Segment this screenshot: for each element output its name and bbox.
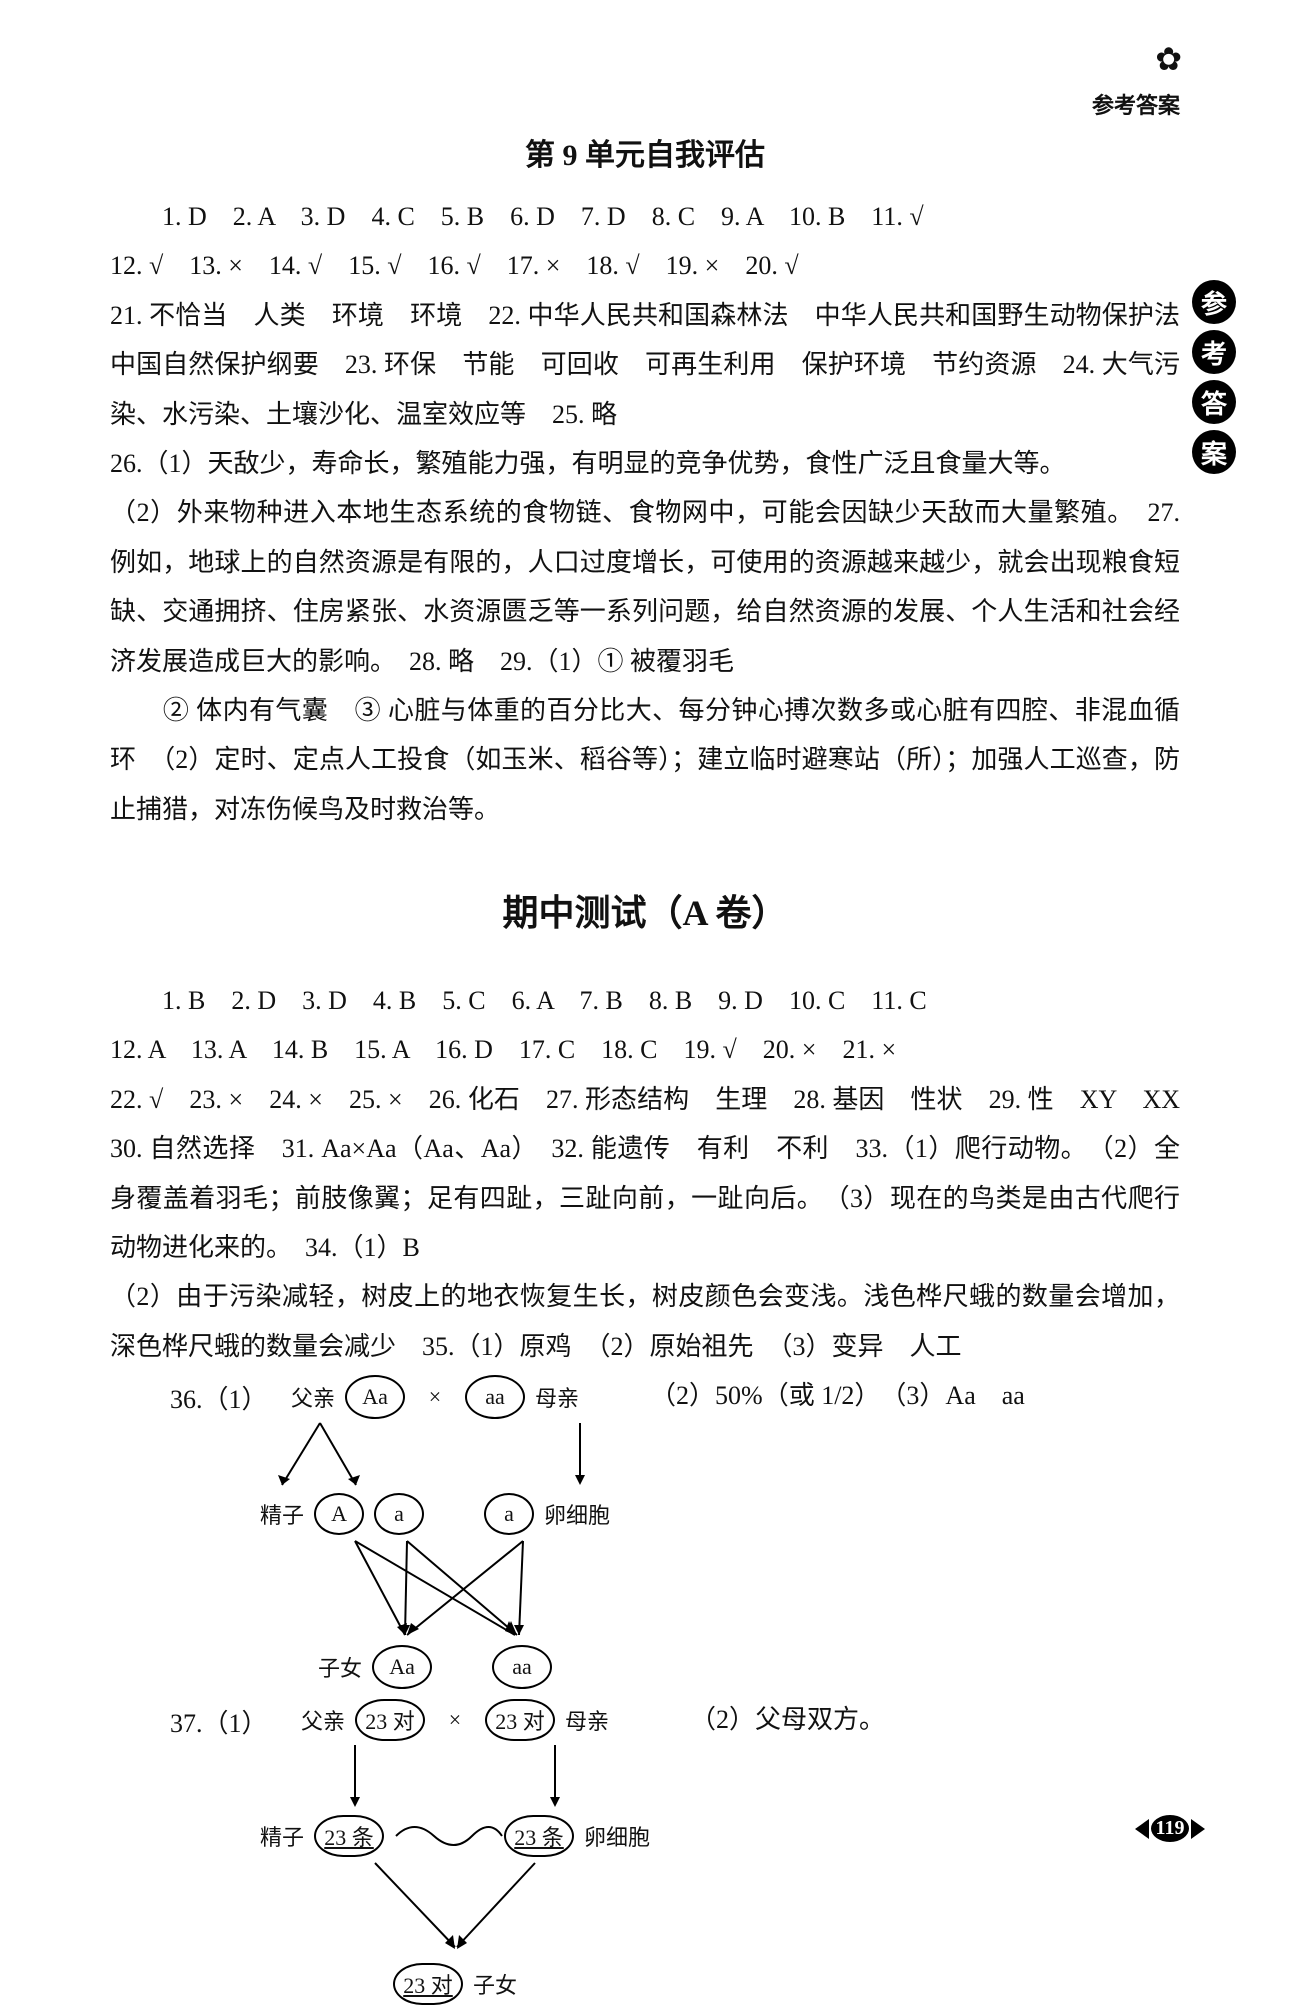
q36-child-aa: aa: [492, 1645, 552, 1689]
section1-body: 1. D 2. A 3. D 4. C 5. B 6. D 7. D 8. C …: [110, 192, 1180, 834]
s1-line: 1. D 2. A 3. D 4. C 5. B 6. D 7. D 8. C …: [110, 192, 1180, 241]
q36-diagram: 36.（1） 父亲 Aa × aa 母亲 精子: [170, 1375, 1180, 1689]
q36-fork-left: [260, 1419, 380, 1489]
side-tab-char: 答: [1192, 380, 1236, 424]
q36-child-label: 子女: [318, 1651, 362, 1683]
q37-arrow-l: [325, 1741, 385, 1815]
q37-egg-node: 23 条: [504, 1815, 574, 1857]
header-ornament: ✿: [1155, 40, 1182, 78]
q37-cross: ×: [435, 1707, 475, 1733]
header-label: 参考答案: [1092, 88, 1180, 120]
q36-sperm-a: a: [374, 1493, 424, 1535]
side-tab: 参 考 答 案: [1188, 280, 1240, 474]
q37-mother-label: 母亲: [565, 1704, 609, 1736]
section2-title: 期中测试（A 卷）: [110, 884, 1180, 936]
q37-mother-node: 23 对: [485, 1699, 555, 1741]
q36-side-answers: （2）50%（或 1/2） （3）Aa aa: [650, 1375, 1025, 1412]
s1-line: 26.（1）天敌少，寿命长，繁殖能力强，有明显的竞争优势，食性广泛且食量大等。: [110, 439, 1180, 488]
q36-mother-node: aa: [465, 1375, 525, 1419]
q36-father-label: 父亲: [291, 1381, 335, 1413]
s1-line: （2）外来物种进入本地生态系统的食物链、食物网中，可能会因缺少天敌而大量繁殖。 …: [110, 488, 1180, 686]
q36-egg-label: 卵细胞: [544, 1498, 610, 1530]
section2-body: 1. B 2. D 3. D 4. B 5. C 6. A 7. B 8. B …: [110, 976, 1180, 1371]
q37-sperm-node: 23 条: [314, 1815, 384, 1857]
q36-prefix: 36.（1）: [170, 1375, 260, 1424]
q37-diagram: 37.（1） 父亲 23 对 × 23 对 母亲 精子 23 条 23 条 卵: [170, 1699, 1180, 2005]
q37-child-node: 23 对: [393, 1963, 463, 2005]
q36-mother-label: 母亲: [535, 1381, 579, 1413]
s2-line: 1. B 2. D 3. D 4. B 5. C 6. A 7. B 8. B …: [110, 976, 1180, 1025]
q36-cross: ×: [415, 1384, 455, 1410]
q36-egg-a: a: [484, 1493, 534, 1535]
s2-line: （2）由于污染减轻，树皮上的地衣恢复生长，树皮颜色会变浅。浅色桦尺蛾的数量会增加…: [110, 1272, 1180, 1371]
section1-title: 第 9 单元自我评估: [110, 130, 1180, 174]
q37-father-label: 父亲: [301, 1704, 345, 1736]
q36-child-Aa: Aa: [372, 1645, 432, 1689]
q37-side-answers: （2）父母双方。: [690, 1699, 885, 1736]
s1-line: ② 体内有气囊 ③ 心脏与体重的百分比大、每分钟心搏次数多或心脏有四腔、非混血循…: [110, 686, 1180, 834]
q37-father-node: 23 对: [355, 1699, 425, 1741]
q37-wave: [394, 1816, 494, 1856]
q37-prefix: 37.（1）: [170, 1699, 260, 1748]
page-number: 119: [1135, 1815, 1205, 1842]
q36-cross-lines: [295, 1535, 575, 1645]
s2-line: 12. A 13. A 14. B 15. A 16. D 17. C 18. …: [110, 1025, 1180, 1074]
s1-line: 12. √ 13. × 14. √ 15. √ 16. √ 17. × 18. …: [110, 241, 1180, 290]
q37-egg-label: 卵细胞: [584, 1820, 650, 1852]
side-tab-char: 案: [1192, 430, 1236, 474]
q36-arrow-right: [550, 1419, 610, 1489]
q36-sperm-A: A: [314, 1493, 364, 1535]
side-tab-char: 参: [1192, 280, 1236, 324]
q37-child-label: 子女: [473, 1968, 517, 2000]
q36-father-node: Aa: [345, 1375, 405, 1419]
q37-sperm-label: 精子: [260, 1820, 304, 1852]
q37-converge: [305, 1857, 605, 1963]
q37-arrow-r: [525, 1741, 585, 1815]
q36-sperm-label: 精子: [260, 1498, 304, 1530]
s2-line: 22. √ 23. × 24. × 25. × 26. 化石 27. 形态结构 …: [110, 1075, 1180, 1273]
s1-line: 21. 不恰当 人类 环境 环境 22. 中华人民共和国森林法 中华人民共和国野…: [110, 291, 1180, 439]
side-tab-char: 考: [1192, 330, 1236, 374]
